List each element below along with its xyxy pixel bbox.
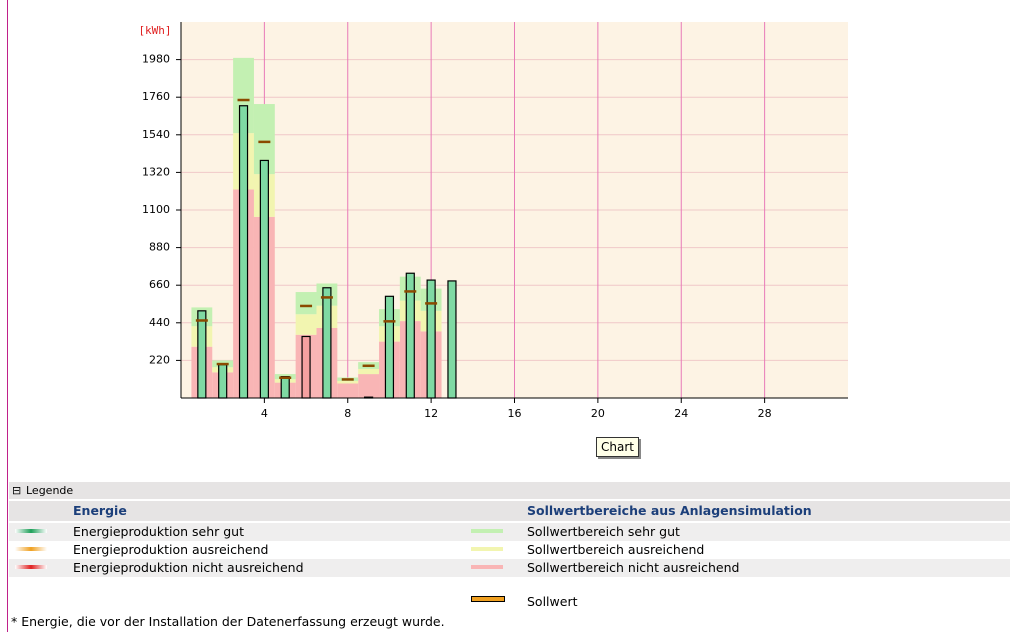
footnote: * Energie, die vor der Installation der … — [11, 614, 445, 629]
legend-text: Sollwertbereich ausreichend — [527, 542, 705, 557]
x-tick-label: 28 — [758, 407, 772, 420]
y-tick-label: 440 — [149, 316, 170, 329]
bar — [301, 335, 311, 399]
target-marker — [383, 320, 396, 323]
collapse-icon[interactable]: ⊟ — [12, 484, 22, 497]
y-tick-label: 660 — [149, 278, 170, 291]
y-tick-label: 1760 — [142, 90, 170, 103]
legend-row: Sollwert — [9, 593, 1010, 611]
legend-text: Energieproduktion nicht ausreichend — [73, 560, 304, 575]
target-marker — [216, 362, 229, 366]
x-tick-label: 24 — [674, 407, 688, 420]
legend-swatch — [471, 596, 505, 602]
y-tick-label: 220 — [149, 353, 170, 366]
legend-row: Energieproduktion ausreichend Sollwertbe… — [9, 541, 1010, 559]
x-tick-label: 4 — [261, 407, 268, 420]
bar — [280, 376, 290, 399]
legend-swatch — [15, 529, 47, 533]
legend-header-right: Sollwertbereiche aus Anlagensimulation — [527, 503, 812, 518]
y-tick-label: 1540 — [142, 128, 170, 141]
legend-text: Sollwert — [527, 594, 578, 609]
y-tick-label: 1320 — [142, 165, 170, 178]
legend-swatch — [15, 565, 47, 569]
y-tick-label: 1100 — [142, 203, 170, 216]
target-range — [233, 57, 254, 134]
target-range — [337, 383, 359, 398]
y-tick-label: 1980 — [142, 53, 170, 66]
target-marker — [279, 376, 292, 379]
legend-title-bar: ⊟ Legende — [9, 482, 1010, 499]
target-marker — [258, 140, 271, 144]
legend-title: Legende — [26, 484, 74, 497]
x-tick-label: 16 — [508, 407, 522, 420]
left-border — [7, 0, 8, 632]
target-marker — [425, 302, 438, 305]
legend-row: Energieproduktion nicht ausreichend Soll… — [9, 559, 1010, 577]
bar — [426, 279, 436, 399]
legend-header-left: Energie — [73, 503, 127, 518]
bar — [447, 280, 457, 399]
y-tick-label: 880 — [149, 241, 170, 254]
legend-row: Energieproduktion sehr gut Sollwertberei… — [9, 523, 1010, 541]
target-marker — [341, 378, 354, 381]
target-range — [253, 104, 275, 175]
target-range — [358, 368, 380, 375]
target-range — [337, 380, 359, 384]
legend-swatch — [471, 529, 503, 533]
target-marker — [237, 98, 250, 102]
target-range — [295, 314, 317, 335]
bar — [238, 105, 249, 399]
target-range — [358, 374, 380, 398]
bar — [218, 364, 228, 399]
target-marker — [362, 364, 375, 368]
legend-text: Energieproduktion ausreichend — [73, 542, 269, 557]
legend-swatch — [471, 565, 503, 569]
x-tick-label: 8 — [344, 407, 351, 420]
target-marker — [404, 290, 417, 293]
target-marker — [300, 304, 313, 308]
legend-text: Sollwertbereich nicht ausreichend — [527, 560, 740, 575]
target-range — [295, 292, 317, 315]
bar — [384, 295, 395, 399]
legend-header: Energie Sollwertbereiche aus Anlagensimu… — [9, 501, 1010, 521]
legend-text: Energieproduktion sehr gut — [73, 524, 244, 539]
bar — [259, 159, 269, 399]
x-tick-label: 20 — [591, 407, 605, 420]
tooltip: Chart — [596, 437, 639, 457]
bar — [322, 287, 332, 399]
y-axis-label: [kWh] — [138, 24, 171, 37]
target-marker — [320, 296, 333, 299]
legend-swatch — [471, 547, 503, 551]
legend-swatch — [15, 547, 47, 551]
x-tick-label: 12 — [424, 407, 438, 420]
target-marker — [195, 319, 208, 322]
legend-text: Sollwertbereich sehr gut — [527, 524, 680, 539]
bar — [197, 310, 207, 399]
chart: [kWh] 220 440 660 880 1100 1320 1540 1760 1980 4 8… — [138, 22, 848, 420]
